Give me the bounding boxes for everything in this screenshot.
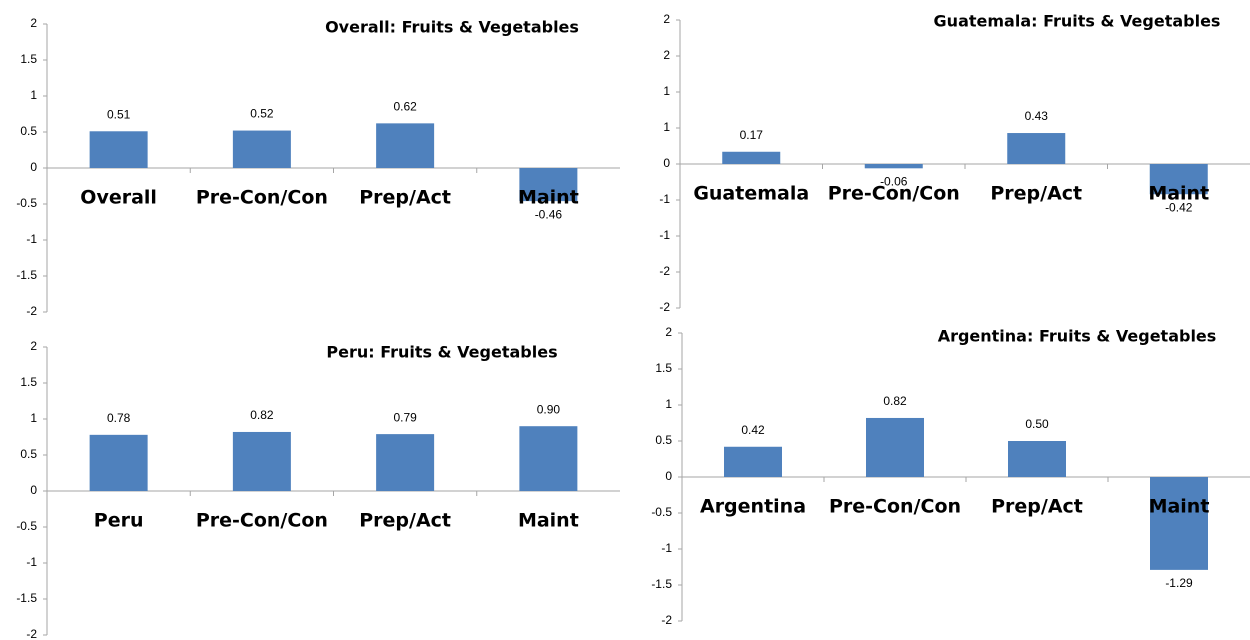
bar [1008, 441, 1066, 477]
value-label: -0.06 [880, 174, 908, 188]
value-label: 0.42 [741, 423, 765, 437]
y-tick-label: 2 [30, 339, 37, 353]
y-tick-label: -0.5 [651, 505, 672, 519]
bar [866, 417, 924, 477]
chart-title: Argentina: Fruits & Vegetables [938, 327, 1217, 346]
value-label: 0.62 [393, 100, 417, 114]
x-tick-label: Pre-Con/Con [828, 183, 960, 205]
y-tick-label: -2 [659, 264, 670, 278]
y-tick-label: 1 [30, 411, 37, 425]
value-label: 0.52 [250, 107, 274, 121]
x-tick-label: Maint [1148, 183, 1209, 205]
value-label: 0.78 [107, 411, 131, 425]
y-tick-label: -1 [26, 232, 37, 246]
value-label: 0.17 [740, 128, 764, 142]
chart-title: Overall: Fruits & Vegetables [325, 18, 579, 37]
y-tick-label: 2 [30, 16, 37, 30]
y-tick-label: 1.5 [655, 361, 672, 375]
y-tick-label: 0 [30, 483, 37, 497]
bar [376, 434, 435, 491]
y-tick-label: -1 [659, 192, 670, 206]
y-tick-label: 1 [30, 88, 37, 102]
x-tick-label: Pre-Con/Con [829, 496, 961, 518]
y-tick-label: -0.5 [16, 196, 37, 210]
y-tick-label: 1 [663, 120, 670, 134]
y-tick-label: -2 [26, 627, 37, 640]
value-label: 0.51 [107, 107, 131, 121]
y-tick-label: -1.5 [16, 591, 37, 605]
value-label: 0.43 [1025, 109, 1049, 123]
bar [232, 431, 291, 491]
bar [864, 164, 923, 169]
chart-title: Guatemala: Fruits & Vegetables [934, 12, 1221, 31]
y-tick-label: -2 [26, 304, 37, 318]
x-tick-label: Pre-Con/Con [196, 187, 328, 209]
y-tick-label: -1 [661, 541, 672, 555]
bar [1150, 477, 1208, 570]
chart-title: Peru: Fruits & Vegetables [326, 343, 557, 362]
y-tick-label: 0 [663, 156, 670, 170]
bar [89, 434, 148, 491]
x-tick-label: Overall [80, 187, 157, 209]
value-label: 0.79 [393, 410, 417, 424]
bar [724, 446, 782, 477]
y-tick-label: -2 [659, 300, 670, 314]
x-tick-label: Pre-Con/Con [196, 510, 328, 532]
y-tick-label: 1.5 [20, 375, 37, 389]
bar [519, 168, 578, 202]
bar [1149, 164, 1208, 195]
y-tick-label: 1.5 [20, 52, 37, 66]
y-tick-label: 2 [663, 48, 670, 62]
x-tick-label: Maint [1149, 496, 1210, 518]
x-tick-label: Maint [518, 187, 579, 209]
value-label: 0.82 [250, 408, 274, 422]
y-tick-label: 1 [663, 84, 670, 98]
x-tick-label: Prep/Act [359, 187, 451, 209]
bar [519, 426, 578, 491]
y-tick-label: -1.5 [16, 268, 37, 282]
y-tick-label: -1 [659, 228, 670, 242]
y-tick-label: 2 [663, 12, 670, 26]
bar [1007, 133, 1066, 164]
y-tick-label: 0 [665, 469, 672, 483]
bar [376, 123, 435, 168]
value-label: 0.50 [1025, 417, 1049, 431]
y-tick-label: 0.5 [20, 124, 37, 138]
x-tick-label: Prep/Act [991, 496, 1083, 518]
bar [722, 151, 781, 164]
value-label: -0.46 [535, 207, 563, 221]
y-tick-label: 0.5 [20, 447, 37, 461]
y-tick-label: -2 [661, 613, 672, 627]
y-tick-label: -0.5 [16, 519, 37, 533]
y-tick-label: 0.5 [655, 433, 672, 447]
x-tick-label: Maint [518, 510, 579, 532]
y-tick-label: 1 [665, 397, 672, 411]
value-label: -1.29 [1165, 576, 1193, 590]
x-tick-label: Peru [94, 510, 144, 532]
x-tick-label: Prep/Act [359, 510, 451, 532]
y-tick-label: -1.5 [651, 577, 672, 591]
bar [89, 131, 148, 168]
value-label: -0.42 [1165, 200, 1193, 214]
bar [232, 130, 291, 168]
value-label: 0.82 [883, 394, 907, 408]
x-tick-label: Guatemala [693, 183, 809, 205]
x-tick-label: Argentina [700, 496, 806, 518]
y-tick-label: 0 [30, 160, 37, 174]
y-tick-label: -1 [26, 555, 37, 569]
y-tick-label: 2 [665, 325, 672, 339]
x-tick-label: Prep/Act [990, 183, 1082, 205]
value-label: 0.90 [537, 402, 561, 416]
